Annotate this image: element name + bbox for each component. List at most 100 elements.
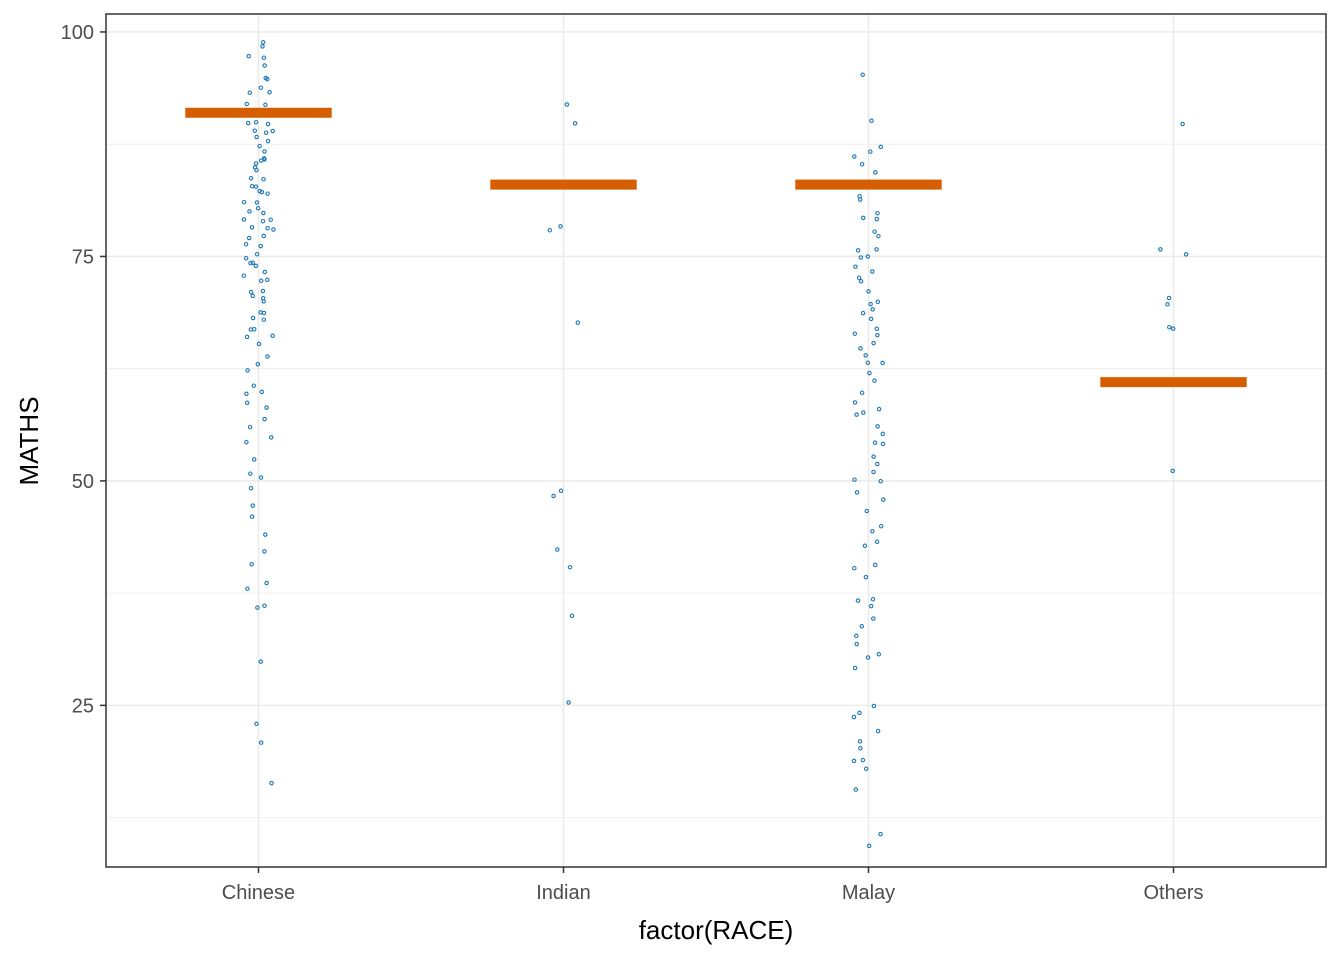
data-point	[270, 333, 275, 339]
data-point	[863, 574, 869, 580]
data-point	[246, 235, 252, 241]
data-point	[857, 197, 863, 202]
data-point	[262, 549, 267, 554]
data-point	[253, 161, 259, 166]
data-point	[858, 255, 864, 260]
data-point	[1158, 247, 1163, 252]
data-point	[858, 279, 864, 284]
data-point	[875, 461, 880, 467]
data-point	[859, 162, 865, 167]
data-point	[1167, 324, 1172, 330]
data-point	[248, 327, 254, 332]
data-point	[254, 251, 260, 257]
data-point	[245, 586, 250, 591]
data-point	[264, 405, 269, 410]
data-point	[853, 787, 859, 792]
data-point	[854, 633, 859, 639]
data-point	[261, 233, 266, 239]
data-point	[851, 758, 857, 764]
data-point	[247, 209, 252, 214]
data-point	[875, 332, 880, 338]
data-point	[251, 457, 257, 462]
data-point	[268, 217, 273, 222]
data-point	[1180, 121, 1185, 127]
data-point	[241, 199, 247, 205]
data-point	[265, 76, 270, 82]
data-point	[567, 564, 573, 570]
data-point	[249, 562, 254, 567]
data-point	[858, 346, 863, 351]
grid-lines	[106, 14, 1326, 867]
data-point	[878, 523, 884, 529]
data-point	[260, 40, 266, 45]
data-point	[265, 277, 270, 283]
data-point	[860, 310, 866, 316]
x-tick-label: Others	[1143, 882, 1203, 904]
data-point	[880, 441, 886, 447]
data-point	[252, 128, 258, 133]
data-point	[873, 170, 878, 175]
data-point	[872, 229, 877, 234]
data-point	[263, 102, 268, 108]
data-point	[569, 613, 575, 619]
mean-bar	[185, 107, 332, 118]
data-point	[853, 264, 858, 269]
data-point	[247, 424, 253, 430]
y-tick-label: 100	[61, 22, 94, 44]
data-point	[852, 565, 857, 571]
data-point	[854, 490, 860, 495]
data-point	[864, 508, 870, 514]
data-point	[870, 597, 876, 602]
data-point	[863, 766, 869, 772]
data-point	[262, 63, 267, 68]
data-point	[262, 269, 268, 275]
data-point	[265, 191, 270, 196]
data-point	[247, 90, 253, 95]
data-point	[264, 580, 269, 586]
data-point	[564, 102, 570, 107]
data-point	[860, 757, 866, 763]
data-point	[248, 176, 254, 181]
data-point	[262, 416, 267, 422]
data-point	[575, 320, 581, 325]
data-point	[263, 532, 268, 537]
data-point	[261, 317, 267, 322]
data-point	[249, 514, 255, 519]
data-point	[261, 210, 266, 216]
y-tick-label: 75	[72, 246, 94, 268]
y-axis: 25 50 75 100	[61, 22, 106, 717]
data-point	[245, 120, 251, 126]
data-point	[876, 406, 882, 412]
data-point	[258, 475, 264, 480]
data-point	[248, 471, 253, 476]
data-point	[241, 217, 247, 222]
data-point	[260, 296, 266, 301]
data-point	[265, 121, 271, 127]
data-point	[269, 780, 274, 786]
x-tick-label: Chinese	[222, 882, 295, 904]
data-point	[856, 275, 862, 280]
data-point	[868, 316, 874, 322]
data-point	[855, 248, 861, 253]
data-point	[854, 641, 859, 647]
data-point	[865, 360, 871, 366]
data-point	[244, 391, 249, 397]
data-point	[262, 603, 267, 608]
data-point	[253, 120, 259, 125]
data-point	[258, 310, 263, 315]
data-point	[246, 53, 251, 59]
data-point	[258, 659, 264, 664]
data-point	[243, 242, 249, 247]
data-point	[244, 334, 250, 340]
data-point	[869, 118, 874, 124]
data-point	[868, 301, 873, 307]
data-point	[241, 273, 247, 278]
data-point	[852, 331, 858, 336]
mean-bar	[795, 179, 942, 190]
data-point	[249, 225, 255, 230]
data-point	[852, 154, 857, 159]
mean-bar	[490, 179, 637, 190]
data-point	[259, 189, 265, 195]
data-point	[253, 184, 259, 189]
